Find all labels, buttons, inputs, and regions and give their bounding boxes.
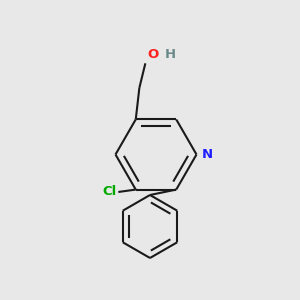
Text: O: O <box>148 48 159 61</box>
Text: N: N <box>201 148 212 161</box>
Text: H: H <box>164 48 175 61</box>
Text: Cl: Cl <box>103 185 117 199</box>
